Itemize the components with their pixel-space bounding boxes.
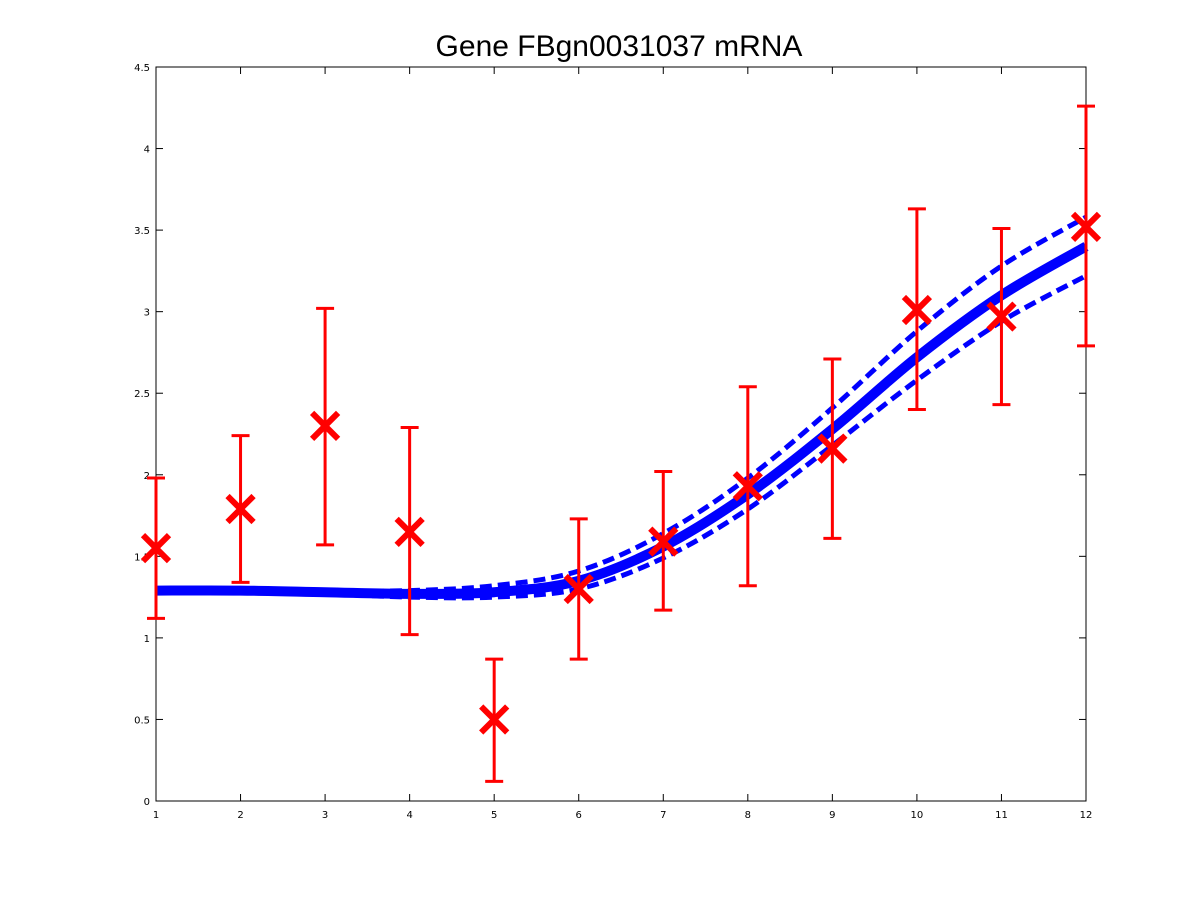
y-tick-label: 0 xyxy=(144,797,150,808)
data-point-marker xyxy=(394,516,425,547)
data-point-marker xyxy=(479,704,510,735)
data-point-marker xyxy=(732,471,763,502)
data-point-marker xyxy=(901,294,933,326)
x-tick-label: 5 xyxy=(491,810,497,821)
data-point-marker xyxy=(563,573,594,605)
y-tick-label: 4.5 xyxy=(134,63,150,74)
x-tick-label: 8 xyxy=(745,810,751,821)
y-tick-label: 3.5 xyxy=(134,226,150,237)
x-tick-label: 2 xyxy=(237,810,243,821)
data-point-marker xyxy=(817,433,848,464)
data-point-marker xyxy=(1070,211,1102,242)
data-point-marker xyxy=(648,526,679,557)
fit-mean-line xyxy=(155,242,1089,599)
x-tick-label: 10 xyxy=(911,810,924,821)
chart-title: Gene FBgn0031037 mRNA xyxy=(436,30,803,63)
y-tick-label: 3 xyxy=(144,308,150,319)
data-point-marker xyxy=(986,301,1017,332)
x-tick-label: 4 xyxy=(406,810,412,821)
x-tick-label: 6 xyxy=(576,810,582,821)
x-tick-label: 12 xyxy=(1080,810,1093,821)
x-tick-label: 11 xyxy=(995,810,1008,821)
y-tick-label: 1.5 xyxy=(134,552,150,563)
data-point-marker xyxy=(140,533,172,564)
y-tick-label: 0.5 xyxy=(134,715,150,726)
x-tick-label: 9 xyxy=(829,810,835,821)
x-tick-label: 7 xyxy=(660,810,666,821)
plot-frame xyxy=(155,66,1087,802)
y-tick-label: 2 xyxy=(144,471,150,482)
y-tick-label: 4 xyxy=(144,145,150,156)
data-point-marker xyxy=(225,493,256,525)
fit-upper-band xyxy=(155,214,1088,594)
y-tick-label: 1 xyxy=(144,634,150,645)
x-tick-label: 3 xyxy=(322,810,328,821)
y-tick-label: 2.5 xyxy=(134,389,150,400)
fit-lower-band xyxy=(155,273,1088,601)
x-tick-label: 1 xyxy=(153,810,159,821)
data-point-marker xyxy=(309,410,341,441)
